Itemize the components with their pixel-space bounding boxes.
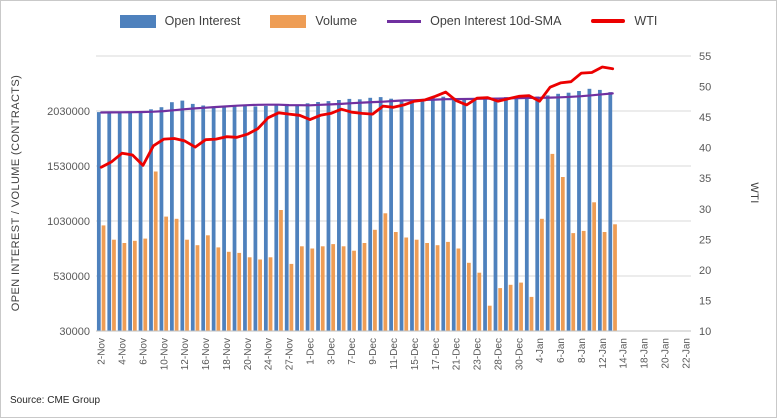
svg-text:11-Dec: 11-Dec — [389, 338, 400, 370]
svg-text:10: 10 — [699, 326, 711, 338]
svg-text:20-Jan: 20-Jan — [660, 338, 671, 369]
volume-bars — [101, 153, 617, 331]
wti-line — [99, 65, 615, 169]
svg-text:55: 55 — [699, 51, 711, 63]
svg-text:14-Jan: 14-Jan — [619, 338, 630, 369]
svg-text:8-Jan: 8-Jan — [577, 338, 588, 363]
svg-text:12-Nov: 12-Nov — [180, 338, 191, 370]
svg-text:4-Jan: 4-Jan — [535, 338, 546, 363]
svg-text:9-Dec: 9-Dec — [368, 338, 379, 365]
svg-text:22-Jan: 22-Jan — [681, 338, 692, 369]
left-axis-ticks: 30000 530000 1030000 1530000 2030000 — [47, 106, 90, 338]
svg-text:3-Dec: 3-Dec — [326, 338, 337, 365]
svg-text:4-Nov: 4-Nov — [118, 338, 129, 365]
svg-text:28-Dec: 28-Dec — [493, 338, 504, 370]
open-interest-swatch-icon — [119, 14, 156, 28]
svg-text:35: 35 — [699, 173, 711, 185]
svg-text:27-Nov: 27-Nov — [285, 338, 296, 370]
svg-text:40: 40 — [699, 143, 711, 155]
legend-item-wti: WTI — [591, 14, 657, 28]
svg-text:20: 20 — [699, 265, 711, 277]
right-axis-title: WTI — [748, 182, 760, 204]
left-axis-title: OPEN INTEREST / VOLUME (CONTRACTS) — [10, 74, 22, 312]
svg-text:6-Nov: 6-Nov — [139, 338, 150, 365]
gridlines — [96, 55, 691, 277]
svg-text:30: 30 — [699, 204, 711, 216]
svg-text:18-Jan: 18-Jan — [640, 338, 651, 369]
svg-text:1030000: 1030000 — [47, 216, 90, 228]
legend-item-sma: Open Interest 10d-SMA — [387, 14, 561, 28]
x-axis-labels: 2-Nov 4-Nov 6-Nov 10-Nov 12-Nov 16-Nov 18-Nov 2… — [97, 338, 693, 370]
open-interest-bars — [96, 88, 613, 332]
svg-text:10-Nov: 10-Nov — [159, 338, 170, 370]
open-interest-10d-sma-line — [100, 92, 614, 114]
chart-legend: Open Interest Volume Open Interest 10d-S… — [1, 14, 776, 28]
svg-text:530000: 530000 — [53, 271, 90, 283]
svg-text:2-Nov: 2-Nov — [97, 338, 108, 365]
svg-text:12-Jan: 12-Jan — [598, 338, 609, 369]
svg-text:16-Nov: 16-Nov — [201, 338, 212, 370]
legend-label-open-interest: Open Interest — [164, 14, 241, 28]
source-note: Source: CME Group — [10, 395, 101, 406]
svg-text:25: 25 — [699, 234, 711, 246]
sma-line-swatch-icon — [387, 19, 422, 23]
svg-text:45: 45 — [699, 112, 711, 124]
legend-item-volume: Volume — [270, 14, 357, 28]
svg-text:21-Dec: 21-Dec — [452, 338, 463, 370]
svg-text:50: 50 — [699, 82, 711, 94]
legend-label-wti: WTI — [634, 14, 658, 28]
legend-label-sma: Open Interest 10d-SMA — [430, 14, 562, 28]
svg-text:7-Dec: 7-Dec — [347, 338, 358, 365]
wti-line-swatch-icon — [591, 19, 626, 23]
svg-text:30000: 30000 — [59, 326, 90, 338]
svg-text:1530000: 1530000 — [47, 161, 90, 173]
svg-text:6-Jan: 6-Jan — [556, 338, 567, 363]
svg-text:17-Dec: 17-Dec — [431, 338, 442, 370]
svg-text:24-Nov: 24-Nov — [264, 338, 275, 370]
svg-text:23-Dec: 23-Dec — [473, 338, 484, 370]
svg-text:18-Nov: 18-Nov — [222, 338, 233, 370]
svg-text:15-Dec: 15-Dec — [410, 338, 421, 370]
legend-label-volume: Volume — [315, 14, 358, 28]
volume-swatch-icon — [270, 14, 307, 28]
legend-item-open-interest: Open Interest — [119, 14, 241, 28]
svg-text:1-Dec: 1-Dec — [306, 338, 317, 365]
right-axis-ticks: 10 15 20 25 30 35 40 45 50 55 — [699, 51, 711, 338]
svg-text:30-Dec: 30-Dec — [514, 338, 525, 370]
svg-text:2030000: 2030000 — [47, 106, 90, 118]
svg-text:15: 15 — [699, 295, 711, 307]
svg-text:20-Nov: 20-Nov — [243, 338, 254, 370]
